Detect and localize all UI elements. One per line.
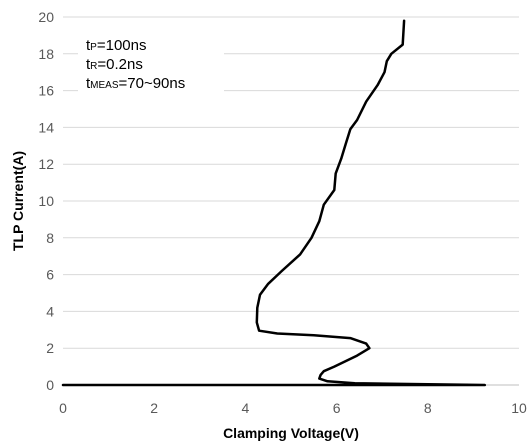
y-tick-label: 10: [38, 193, 54, 209]
x-axis-label: Clamping Voltage(V): [223, 425, 359, 441]
x-tick-label: 2: [150, 400, 158, 416]
series-line: [61, 19, 487, 387]
y-tick-label: 2: [46, 340, 54, 356]
test-conditions-box: tP=100ns tR=0.2ns tMEAS=70~90ns: [78, 28, 224, 98]
y-tick-label: 4: [46, 303, 54, 319]
y-tick-label: 6: [46, 267, 54, 283]
y-tick-labels: 0 2 4 6 8 10 12 14 16 18 20: [38, 9, 54, 393]
x-tick-label: 10: [511, 400, 527, 416]
y-tick-label: 20: [38, 9, 54, 25]
y-tick-label: 12: [38, 156, 54, 172]
y-tick-label: 8: [46, 230, 54, 246]
gridlines: [63, 16, 519, 349]
x-tick-label: 4: [242, 400, 250, 416]
measure-window-note: tMEAS=70~90ns: [86, 75, 186, 92]
x-tick-label: 8: [424, 400, 432, 416]
x-tick-label: 0: [59, 400, 67, 416]
data-series: [61, 19, 487, 387]
x-tick-labels: 0 2 4 6 8 10: [59, 400, 527, 416]
y-tick-label: 16: [38, 83, 54, 99]
rise-time-note: tR=0.2ns: [86, 56, 143, 73]
pulse-width-note: tP=100ns: [86, 37, 147, 54]
y-tick-label: 18: [38, 46, 54, 62]
y-tick-label: 14: [38, 119, 54, 135]
x-tick-label: 6: [333, 400, 341, 416]
y-axis-label: TLP Current(A): [10, 151, 26, 251]
y-tick-label: 0: [46, 377, 54, 393]
